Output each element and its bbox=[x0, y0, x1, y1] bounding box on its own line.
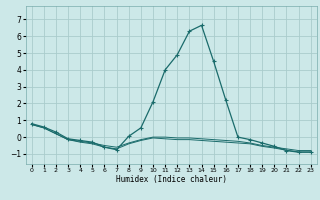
X-axis label: Humidex (Indice chaleur): Humidex (Indice chaleur) bbox=[116, 175, 227, 184]
